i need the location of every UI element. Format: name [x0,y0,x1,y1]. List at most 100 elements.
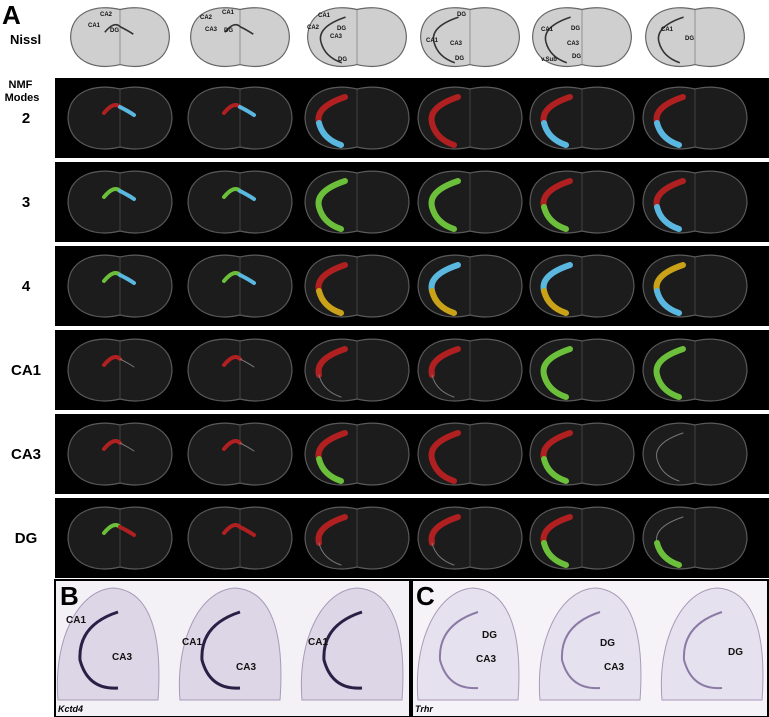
region-label: DG [572,54,581,60]
panel-label: A [2,0,21,30]
region-label: CA2 [100,12,113,18]
hippocampus [316,120,344,148]
mode-label: CA3 [11,446,41,463]
gene-name: Trhr [415,704,433,714]
tissue-section [178,587,282,701]
hippocampus [318,374,342,398]
content: CA2 CA1 DG CA1 CA2 CA3 DG CA1 CA2 DG CA3 DG DG CA1 CA3… [11,7,769,701]
hippocampus [431,542,455,566]
hippocampus [429,288,457,316]
hippocampus [200,610,241,690]
hippocampus [656,458,680,482]
region-label: DG [455,56,464,62]
hippocampus [222,439,242,451]
hippocampus [239,25,254,35]
hippocampus [682,611,723,690]
hippocampus [428,346,461,378]
hippocampus [316,204,344,232]
hippocampus [239,442,255,452]
gene-name: Kctd4 [58,704,83,714]
hippocampus [544,16,571,42]
hippocampus [541,120,569,148]
hippocampus [102,355,122,367]
region-label: DG [110,28,119,34]
region-label: CA1 [308,637,328,648]
hippocampus [119,358,135,368]
tissue-section [416,587,520,701]
nissl-label: Nissl [10,32,41,47]
mode-label: DG [15,530,38,547]
hippocampus [654,120,682,148]
region-label: DG [482,630,497,641]
region-label: DG [600,638,615,649]
region-label: CA1 [88,23,101,29]
panel-label: B [60,581,79,611]
hippocampus [224,23,241,33]
hippocampus [541,456,569,484]
hippocampus [239,358,255,368]
hippocampus [118,273,136,285]
hippocampus [118,189,136,201]
region-label: CA3 [604,662,624,673]
hippocampus [541,372,569,400]
mode-label: 3 [22,194,30,211]
hippocampus [433,41,456,64]
hippocampus [119,25,134,35]
hippocampus [238,189,256,201]
region-label: DG [685,36,694,42]
hippocampus [654,204,682,232]
tissue-section [660,587,764,701]
hippocampus [654,288,682,316]
hippocampus [238,273,256,285]
mode-label: 4 [22,278,31,295]
mode-label: CA1 [11,362,41,379]
region-label: CA1 [661,27,674,33]
region-label: DG [571,26,580,32]
hippocampus [541,204,569,232]
hippocampus [118,525,136,537]
hippocampus [320,41,343,64]
hippocampus [118,105,136,117]
hippocampus [319,16,346,42]
region-label: CA3 [476,654,496,665]
region-label: DG [337,26,346,32]
hippocampus [238,525,256,537]
panel-label: C [416,581,435,611]
region-label: CA3 [112,652,132,663]
hippocampus [658,41,681,64]
hippocampus [656,432,684,460]
hippocampus [429,204,457,232]
region-label: CA1 [182,637,202,648]
region-label: CA1 [66,615,86,626]
hippocampus [541,288,569,316]
hippocampus [429,456,457,484]
region-label: CA3 [567,41,580,47]
region-label: CA1 [426,38,439,44]
hippocampus [431,374,455,398]
hippocampus [222,355,242,367]
hippocampus [119,442,135,452]
hippocampus [438,611,479,690]
region-label: DG [338,57,347,63]
region-label: CA3 [450,41,463,47]
hippocampus [428,514,461,546]
nmf-label-line: NMF [9,79,33,91]
region-label: CA3 [205,27,218,33]
hippocampus [541,540,569,568]
hippocampus [104,23,121,33]
hippocampus [560,611,601,690]
nmf-label: NMF Modes [5,79,40,104]
region-label: DG [457,12,466,18]
hippocampus [316,288,344,316]
hippocampus [545,41,568,64]
region-label: CA3 [236,662,256,673]
region-label: CA2 [200,15,213,21]
hippocampus [654,540,682,568]
hippocampus [315,346,348,378]
hippocampus [657,16,684,42]
hippocampus [654,372,682,400]
hippocampus [102,439,122,451]
region-label: DG [224,28,233,34]
tissue-section [538,587,642,701]
